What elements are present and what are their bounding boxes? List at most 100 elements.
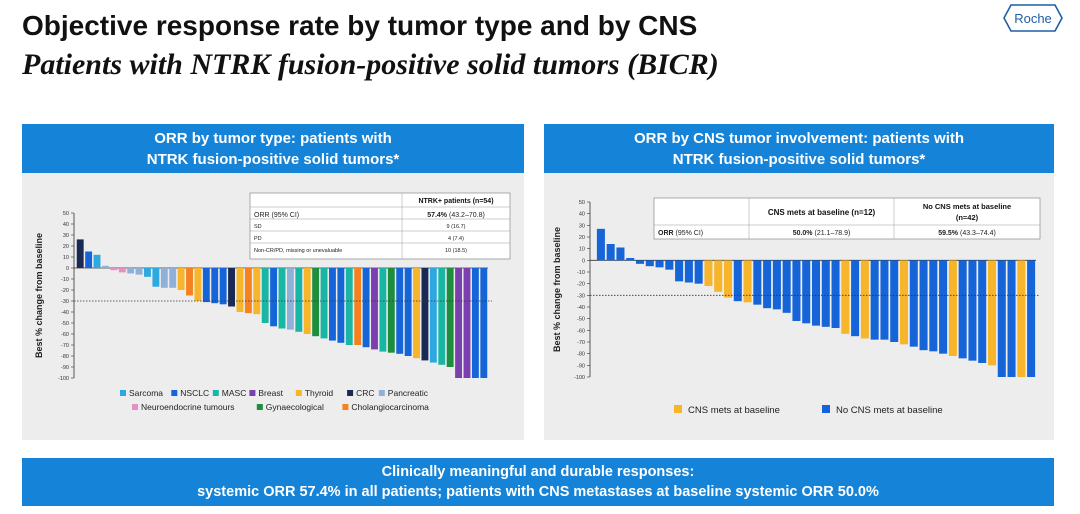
cns-waterfall-chart: Best % change from baseline 50 40 30 20 10 0 -1… — [552, 197, 1041, 416]
legend-swatch — [822, 405, 830, 413]
bar — [471, 268, 479, 378]
tumor-type-waterfall-chart: Best % change from baseline 50 40 30 20 10 0 -1… — [34, 192, 511, 412]
bar — [694, 260, 703, 284]
bar — [101, 265, 109, 268]
bar — [665, 260, 674, 270]
bar — [733, 260, 742, 302]
bar — [948, 260, 957, 356]
y-tick-label: -50 — [61, 321, 69, 327]
roche-logo: Roche — [1003, 4, 1063, 32]
bar — [371, 268, 378, 350]
bar — [186, 268, 193, 296]
row-label-suffix: (95% CI) — [676, 230, 704, 237]
legend-label: MASC — [222, 388, 247, 398]
legend-label: Gynaecological — [266, 402, 324, 412]
bar — [958, 260, 967, 359]
left-panel-heading: ORR by tumor type: patients with NTRK fu… — [22, 124, 524, 173]
bar — [421, 268, 429, 361]
y-tick-label: -60 — [61, 332, 69, 338]
page-subtitle: Patients with NTRK fusion-positive solid… — [22, 48, 719, 81]
bar — [763, 260, 772, 309]
y-tick-label: -40 — [577, 305, 585, 311]
bar — [782, 260, 791, 313]
table-value-text: 10 (18.5) — [445, 248, 467, 254]
y-tick-label: -40 — [61, 310, 69, 316]
bar — [253, 268, 261, 315]
legend-swatch — [342, 404, 349, 410]
bar — [303, 268, 311, 334]
bar — [831, 260, 840, 328]
y-tick-label: 30 — [63, 233, 69, 239]
bar — [704, 260, 713, 286]
bar — [626, 258, 635, 261]
bar — [480, 268, 488, 378]
row-label-bold: ORR — [658, 230, 676, 237]
right-panel-heading: ORR by CNS tumor involvement: patients w… — [544, 124, 1054, 173]
legend-swatch — [120, 390, 126, 396]
bar — [929, 260, 938, 352]
bar — [110, 268, 118, 271]
bar — [177, 268, 185, 290]
legend-label: CRC — [356, 388, 374, 398]
y-tick-label: -70 — [577, 340, 585, 346]
table-row-value: 10 (18.5) — [445, 248, 467, 254]
y-tick-label: -60 — [577, 328, 585, 334]
bar — [811, 260, 821, 326]
bar — [76, 239, 84, 268]
bar — [860, 260, 869, 339]
legend-swatch — [132, 404, 138, 410]
bar — [772, 260, 781, 310]
bar — [753, 260, 762, 305]
y-tick-label: -20 — [577, 282, 585, 288]
bar — [429, 268, 437, 363]
bar — [841, 260, 850, 334]
bar — [320, 268, 328, 339]
right-heading-line2: NTRK fusion-positive solid tumors* — [672, 151, 926, 168]
bar — [997, 260, 1006, 377]
bar — [329, 268, 336, 341]
bar — [606, 244, 615, 261]
bar — [1007, 260, 1016, 377]
bar — [93, 254, 101, 268]
bar — [675, 260, 684, 282]
left-heading-line2: NTRK fusion-positive solid tumors* — [146, 151, 400, 168]
y-tick-label: -50 — [577, 317, 585, 323]
y-tick-label: -10 — [577, 270, 585, 276]
bar — [714, 260, 723, 292]
left-panel: ORR by tumor type: patients with NTRK fu… — [22, 124, 524, 440]
legend-swatch — [295, 390, 302, 396]
y-tick-label: 30 — [579, 223, 585, 229]
y-tick-label: 20 — [579, 235, 585, 241]
bar — [194, 268, 202, 301]
y-tick-label: 50 — [579, 200, 585, 206]
bar — [413, 268, 420, 359]
bar — [404, 268, 412, 356]
table-column-header: NTRK+ patients (n=54) — [418, 198, 493, 205]
y-tick-label: -90 — [61, 365, 69, 371]
right-panel: ORR by CNS tumor involvement: patients w… — [544, 124, 1054, 440]
y-tick-label: -30 — [577, 293, 585, 299]
bar — [463, 268, 471, 378]
bar — [870, 260, 879, 340]
y-tick-label: -80 — [61, 354, 69, 360]
bar — [890, 260, 899, 342]
table-value-text: (43.2–70.8) — [449, 212, 485, 219]
legend-label: CNS mets at baseline — [688, 405, 780, 416]
col2-bold: 59.5% — [938, 230, 960, 237]
bar — [244, 268, 252, 314]
legend-label: Sarcoma — [129, 388, 163, 398]
bar — [362, 268, 370, 348]
y-tick-label: 20 — [63, 244, 69, 250]
legend-swatch — [212, 390, 219, 396]
bar — [968, 260, 977, 361]
y-tick-label: -70 — [61, 343, 69, 349]
left-heading-line1: ORR by tumor type: patients with — [154, 130, 392, 147]
bar — [645, 260, 654, 267]
bar — [723, 260, 733, 298]
table-row-value: 9 (16.7) — [447, 224, 466, 230]
table-row-label: SD — [254, 224, 262, 230]
table-col2-value: 59.5% (43.3–74.4) — [938, 230, 996, 237]
bar — [821, 260, 830, 327]
y-tick-label: -80 — [577, 352, 585, 358]
table-col2-header-line1: No CNS mets at baseline — [923, 202, 1011, 211]
